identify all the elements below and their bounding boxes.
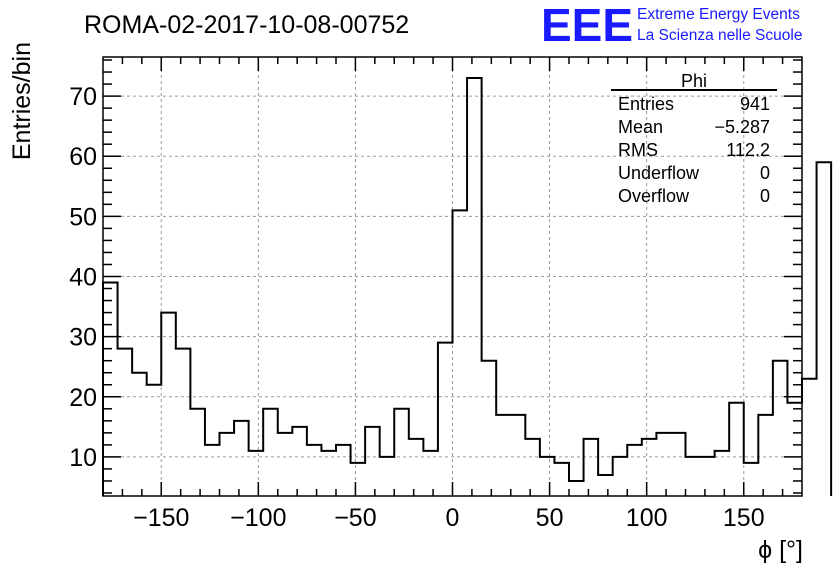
stats-label: Underflow [618, 163, 700, 183]
axis-ticks [103, 57, 802, 496]
logo-mark: EEE [541, 0, 633, 51]
histogram-line [102, 77, 833, 496]
stats-value: 112.2 [726, 140, 770, 160]
y-tick-labels: 10 20 30 40 50 60 70 [69, 83, 97, 472]
x-tick-label: −100 [230, 504, 286, 532]
y-tick-label: 10 [69, 444, 97, 472]
stats-label: Mean [618, 117, 663, 137]
stats-value: 941 [740, 94, 770, 114]
x-tick-label: 100 [626, 504, 668, 532]
y-tick-label: 20 [69, 384, 97, 412]
x-tick-label: 0 [446, 504, 460, 532]
stats-box: Phi Entries 941 Mean −5.287 RMS 112.2 Underflo… [611, 71, 777, 206]
y-tick-label: 30 [69, 324, 97, 352]
logo-line1: Extreme Energy Events [637, 6, 800, 23]
y-tick-label: 70 [69, 83, 97, 111]
x-tick-label: 50 [536, 504, 564, 532]
stats-value: −5.287 [714, 117, 770, 137]
x-tick-labels: −150 −100 −50 0 50 100 150 [133, 504, 765, 532]
chart-title: ROMA-02-2017-10-08-00752 [84, 11, 409, 39]
stats-title: Phi [681, 71, 707, 91]
x-tick-label: −150 [133, 504, 189, 532]
x-tick-label: −50 [334, 504, 376, 532]
x-axis-label: ϕ [°] [758, 536, 803, 564]
stats-value: 0 [760, 186, 770, 206]
stats-rows: Entries 941 Mean −5.287 RMS 112.2 Underflow 0 Ov… [618, 94, 770, 206]
y-tick-label: 40 [69, 264, 97, 292]
y-tick-label: 50 [69, 203, 97, 231]
y-axis-label: Entries/bin [8, 42, 36, 160]
stats-value: 0 [760, 163, 770, 183]
y-tick-label: 60 [69, 143, 97, 171]
stats-label: Overflow [618, 186, 690, 206]
stats-label: RMS [618, 140, 658, 160]
x-tick-label: 150 [723, 504, 765, 532]
logo-line2: La Scienza nelle Scuole [637, 27, 802, 44]
eee-logo: EEE Extreme Energy Events La Scienza nel… [541, 0, 802, 51]
stats-label: Entries [618, 94, 674, 114]
